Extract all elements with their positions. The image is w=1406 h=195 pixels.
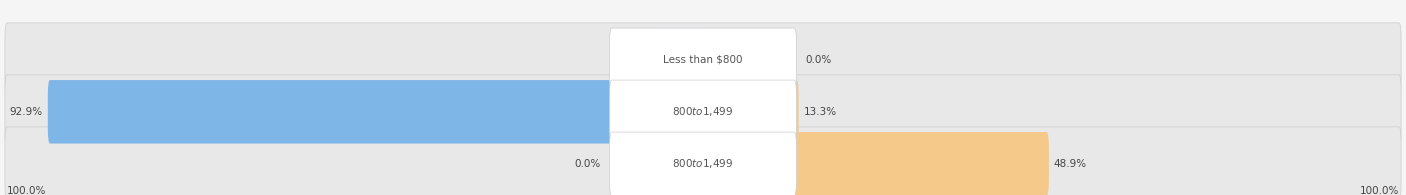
Text: 48.9%: 48.9%: [1054, 159, 1087, 169]
Text: 0.0%: 0.0%: [575, 159, 602, 169]
Text: 7.1%: 7.1%: [620, 55, 647, 65]
FancyBboxPatch shape: [610, 132, 797, 195]
Text: $800 to $1,499: $800 to $1,499: [672, 105, 734, 118]
Text: 92.9%: 92.9%: [10, 107, 42, 117]
Text: 100.0%: 100.0%: [7, 186, 46, 195]
Text: Less than $800: Less than $800: [664, 55, 742, 65]
FancyBboxPatch shape: [610, 80, 797, 144]
FancyBboxPatch shape: [48, 80, 706, 144]
FancyBboxPatch shape: [6, 23, 1400, 97]
Text: 0.0%: 0.0%: [806, 55, 831, 65]
FancyBboxPatch shape: [702, 132, 1049, 195]
Text: 100.0%: 100.0%: [1360, 186, 1399, 195]
FancyBboxPatch shape: [6, 75, 1400, 149]
FancyBboxPatch shape: [702, 80, 799, 144]
FancyBboxPatch shape: [6, 127, 1400, 195]
Text: 13.3%: 13.3%: [804, 107, 837, 117]
FancyBboxPatch shape: [610, 28, 797, 91]
Text: $800 to $1,499: $800 to $1,499: [672, 157, 734, 170]
FancyBboxPatch shape: [651, 28, 706, 91]
